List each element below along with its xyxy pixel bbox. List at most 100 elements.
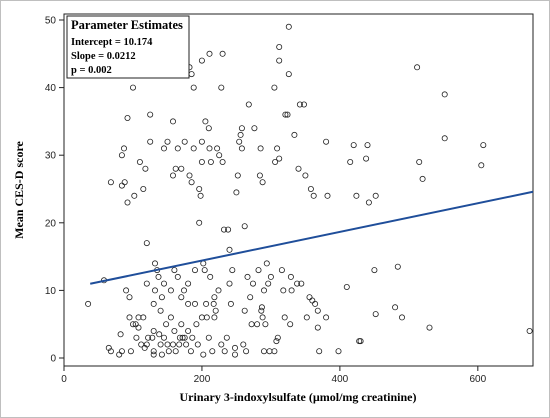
data-point — [160, 334, 167, 341]
y-axis: 0 10 20 30 40 50 — [45, 16, 64, 365]
data-point — [303, 314, 310, 321]
data-point — [138, 341, 145, 348]
y-tick-label: 40 — [45, 83, 57, 94]
data-point — [294, 280, 301, 287]
data-point — [272, 158, 279, 165]
data-point — [105, 344, 112, 351]
data-point — [215, 287, 222, 294]
data-point — [202, 118, 209, 125]
data-point — [441, 91, 448, 98]
data-point — [357, 338, 364, 345]
data-point — [284, 111, 291, 118]
data-point — [218, 341, 225, 348]
legend-p-value: p = 0.002 — [71, 65, 112, 76]
data-point — [178, 294, 185, 301]
data-point — [223, 334, 230, 341]
data-point — [347, 158, 354, 165]
regression-line — [90, 190, 534, 285]
data-point — [220, 226, 227, 233]
regression-line-group — [90, 190, 534, 285]
data-point — [210, 300, 217, 307]
data-point — [324, 192, 331, 199]
data-point — [267, 273, 274, 280]
y-tick-label: 20 — [45, 218, 57, 229]
data-point — [155, 273, 162, 280]
data-point — [276, 57, 283, 64]
data-point — [256, 172, 263, 179]
data-point — [124, 199, 131, 206]
data-point — [307, 185, 314, 192]
data-point — [189, 334, 196, 341]
data-point — [343, 283, 350, 290]
data-point — [207, 158, 214, 165]
data-point — [129, 321, 136, 328]
data-point — [419, 175, 426, 182]
data-point — [209, 348, 216, 355]
data-point — [227, 300, 234, 307]
data-point — [198, 138, 205, 145]
data-point — [236, 138, 243, 145]
data-point — [181, 138, 188, 145]
legend-intercept: Intercept = 10.174 — [71, 37, 153, 48]
data-point — [178, 321, 185, 328]
data-point — [302, 172, 309, 179]
data-point — [241, 307, 248, 314]
data-point — [151, 287, 158, 294]
data-point — [179, 334, 186, 341]
data-point — [174, 145, 181, 152]
data-point — [353, 192, 360, 199]
y-tick-label: 30 — [45, 151, 57, 162]
data-point — [169, 172, 176, 179]
data-point — [147, 138, 154, 145]
y-tick-label: 10 — [45, 286, 57, 297]
data-point — [187, 348, 194, 355]
data-point — [140, 314, 147, 321]
data-point — [160, 280, 167, 287]
data-point — [271, 348, 278, 355]
data-points — [85, 23, 533, 358]
data-point — [197, 192, 204, 199]
data-point — [225, 226, 232, 233]
y-tick-label: 0 — [50, 354, 56, 365]
data-point — [142, 165, 149, 172]
data-point — [205, 125, 212, 132]
data-point — [171, 327, 178, 334]
data-point — [237, 131, 244, 138]
data-point — [206, 145, 213, 152]
data-point — [198, 158, 205, 165]
data-point — [226, 280, 233, 287]
data-point — [149, 334, 156, 341]
data-point — [280, 287, 287, 294]
data-point — [185, 280, 192, 287]
data-point — [323, 138, 330, 145]
data-point — [249, 280, 256, 287]
legend-title: Parameter Estimates — [71, 18, 183, 32]
data-point — [158, 294, 165, 301]
data-point — [274, 334, 281, 341]
data-point — [156, 331, 163, 338]
data-point — [133, 334, 140, 341]
data-point — [271, 84, 278, 91]
data-point — [158, 351, 165, 358]
data-point — [276, 44, 283, 51]
data-point — [219, 158, 226, 165]
data-point — [238, 145, 245, 152]
data-point — [265, 280, 272, 287]
data-point — [251, 125, 258, 132]
data-point — [145, 334, 152, 341]
data-point — [416, 158, 423, 165]
data-point — [191, 300, 198, 307]
data-point — [194, 341, 201, 348]
data-point — [392, 304, 399, 311]
data-point — [121, 145, 128, 152]
x-tick-label: 600 — [469, 374, 486, 385]
data-point — [218, 84, 225, 91]
data-point — [207, 273, 214, 280]
data-point — [287, 321, 294, 328]
data-point — [426, 324, 433, 331]
data-point — [288, 287, 295, 294]
parameter-estimates-box: Parameter Estimates Intercept = 10.174 S… — [66, 15, 190, 79]
data-point — [107, 179, 114, 186]
data-point — [186, 172, 193, 179]
